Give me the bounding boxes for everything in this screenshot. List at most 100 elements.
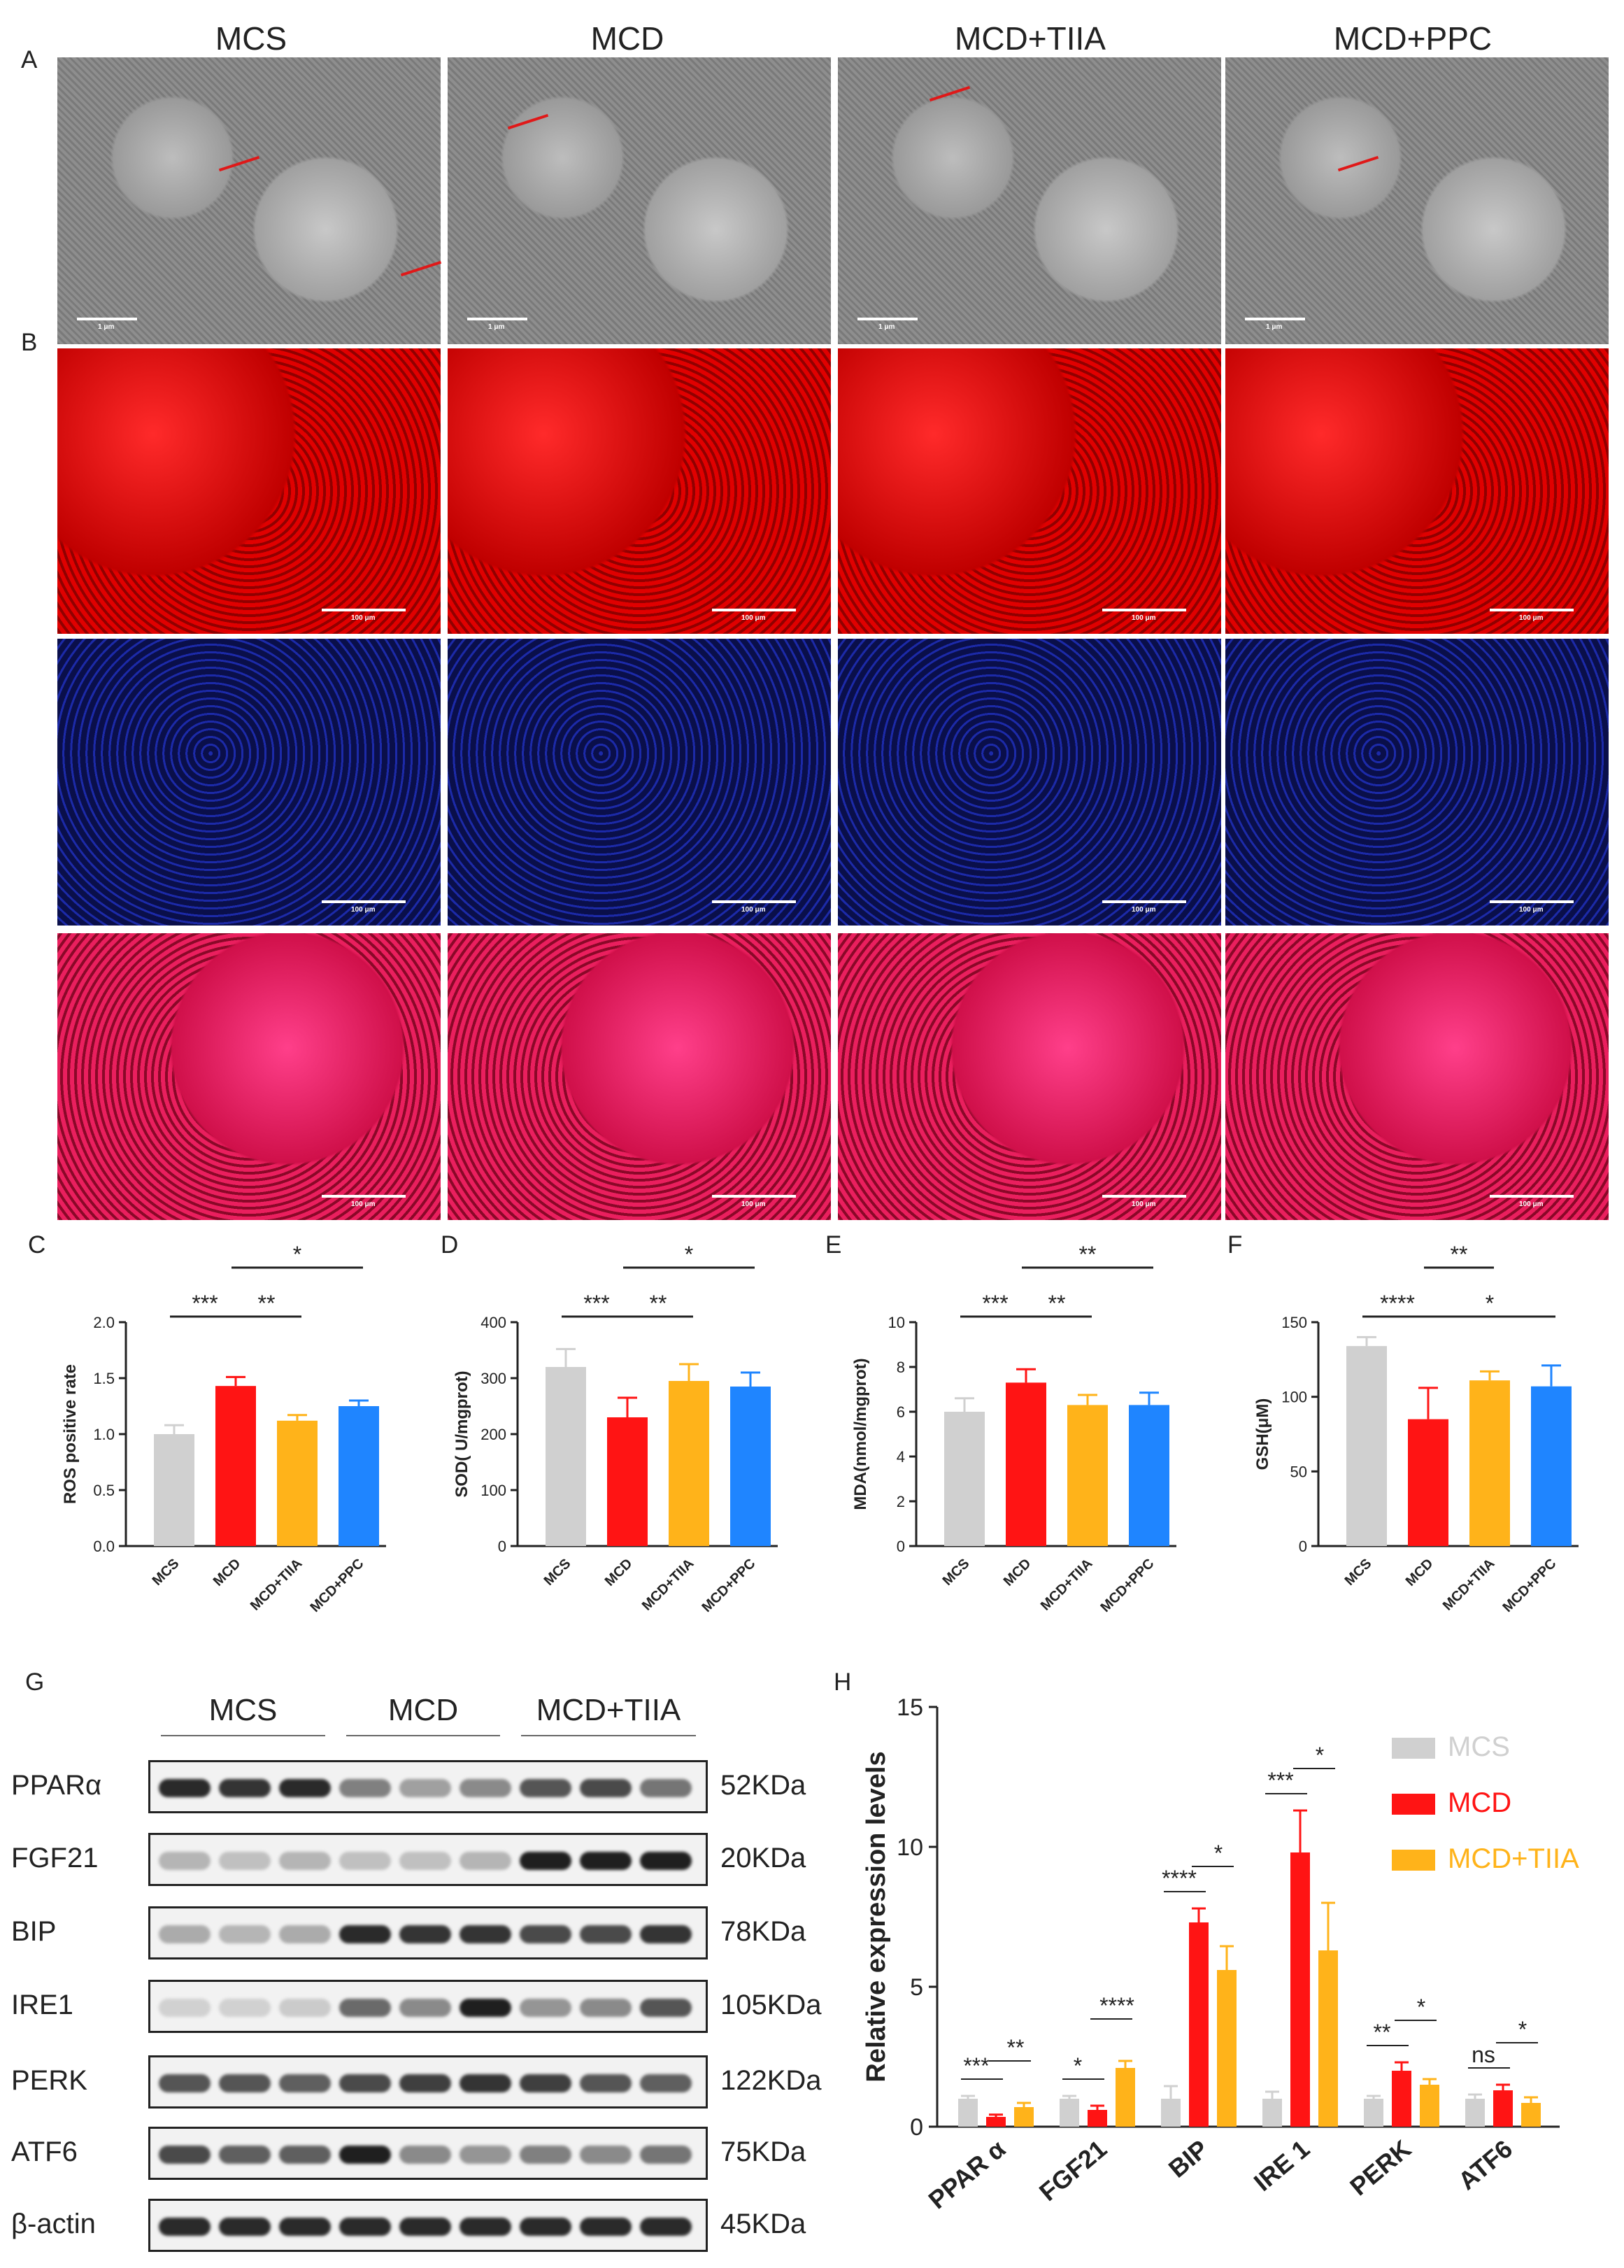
significance-label: ***: [192, 1291, 218, 1316]
scale-bar-label: 100 μm: [351, 614, 376, 622]
y-tick-label: 0: [1299, 1538, 1307, 1555]
y-tick-label: 0: [897, 1538, 905, 1555]
bar: [1346, 1346, 1387, 1546]
significance-label: *: [1214, 1841, 1223, 1866]
western-band: [520, 1852, 571, 1870]
y-axis-label: Relative expression levels: [862, 1751, 891, 2082]
western-band: [399, 2074, 451, 2092]
merge-micrograph-mcd-ppc: 100 μm: [1225, 933, 1609, 1220]
western-band: [460, 2146, 511, 2164]
western-band: [279, 2146, 331, 2164]
scale-bar: [1490, 900, 1574, 903]
western-blot-strip: [148, 1980, 708, 2033]
significance-label: ***: [963, 2053, 989, 2078]
western-band: [219, 1999, 271, 2017]
western-band: [640, 1779, 692, 1797]
panel-letter-d: D: [441, 1231, 459, 1259]
bar: [1060, 2099, 1079, 2127]
western-band: [219, 2074, 271, 2092]
western-group-label: MCD: [387, 1693, 459, 1727]
significance-label: **: [1374, 2020, 1391, 2045]
scale-bar: [1490, 609, 1574, 611]
significance-label: **: [258, 1291, 276, 1316]
western-blot-strip: [148, 2199, 708, 2252]
western-band: [279, 2074, 331, 2092]
bar: [1290, 1852, 1310, 2127]
legend-label: MCD: [1448, 1787, 1511, 1818]
bar: [1531, 1386, 1572, 1546]
western-band: [460, 2074, 511, 2092]
legend-label: MCS: [1448, 1731, 1510, 1762]
western-band: [219, 2218, 271, 2236]
western-band: [279, 1925, 331, 1943]
scale-bar: [467, 318, 527, 320]
western-band: [460, 1925, 511, 1943]
bar: [986, 2117, 1006, 2127]
x-tick-label: MCD+TIIA: [1038, 1556, 1096, 1614]
western-blot-strip: [148, 1760, 708, 1813]
legend-swatch: [1392, 1738, 1435, 1759]
western-band: [339, 2146, 391, 2164]
western-band: [159, 2074, 211, 2092]
scale-bar-label: 100 μm: [741, 906, 766, 914]
x-tick-label: IRE 1: [1248, 2134, 1315, 2197]
scale-bar-label: 100 μm: [741, 1200, 766, 1208]
scale-bar-label: 100 μm: [741, 614, 766, 622]
significance-label: *: [293, 1242, 301, 1267]
western-group-label: MCD+TIIA: [536, 1693, 681, 1727]
x-tick-label: MCD: [602, 1556, 636, 1589]
x-tick-label: MCD+PPC: [1500, 1556, 1559, 1615]
western-blot-strip: [148, 2127, 708, 2180]
panel-letter-c: C: [28, 1231, 46, 1259]
western-protein-label: PPARα: [11, 1770, 102, 1801]
western-band: [460, 2218, 511, 2236]
scale-bar-label: 1 μm: [488, 323, 505, 331]
y-tick-label: 0.5: [93, 1482, 115, 1499]
western-band: [640, 1852, 692, 1870]
x-tick-label: MCD+PPC: [699, 1556, 758, 1615]
legend-swatch: [1392, 1850, 1435, 1871]
scale-bar-label: 1 μm: [98, 323, 115, 331]
significance-label: **: [1007, 2035, 1025, 2060]
significance-label: **: [1048, 1291, 1066, 1316]
bar: [607, 1417, 648, 1546]
x-tick-label: PPAR α: [923, 2134, 1011, 2215]
ros-micrograph-mcd-tiia: 100 μm: [838, 348, 1221, 634]
western-band: [399, 1999, 451, 2017]
western-band: [580, 2218, 632, 2236]
western-band: [159, 2218, 211, 2236]
significance-label: ***: [583, 1291, 609, 1316]
y-tick-label: 0: [498, 1538, 506, 1555]
bar: [1493, 2090, 1513, 2127]
bar: [1129, 1405, 1169, 1546]
scale-bar: [322, 609, 406, 611]
significance-label: *: [685, 1242, 693, 1267]
scale-bar-label: 100 μm: [1132, 906, 1156, 914]
scale-bar-label: 100 μm: [1519, 906, 1544, 914]
bar: [1392, 2071, 1411, 2127]
y-tick-label: 10: [888, 1314, 905, 1331]
western-protein-label: FGF21: [11, 1843, 99, 1873]
western-band: [399, 1852, 451, 1870]
western-band: [520, 2218, 571, 2236]
bar: [958, 2099, 978, 2127]
scale-bar: [322, 900, 406, 903]
merge-micrograph-mcd: 100 μm: [448, 933, 831, 1220]
y-tick-label: 5: [910, 1974, 923, 2001]
bar: [1469, 1380, 1510, 1546]
western-kda-label: 75KDa: [720, 2136, 806, 2167]
y-axis-label: SOD( U/mgprot): [453, 1370, 471, 1497]
column-header-mcd-tiia: MCD+TIIA: [955, 20, 1106, 57]
bar: [546, 1367, 586, 1546]
scale-bar-label: 100 μm: [1519, 614, 1544, 622]
western-band: [640, 1925, 692, 1943]
bar: [1014, 2107, 1034, 2127]
x-tick-label: MCD+TIIA: [639, 1556, 697, 1614]
x-tick-label: PERK: [1344, 2134, 1416, 2202]
x-tick-label: MCD+TIIA: [248, 1556, 306, 1614]
western-protein-label: PERK: [11, 2065, 87, 2096]
western-band: [640, 2146, 692, 2164]
y-tick-label: 4: [897, 1448, 905, 1466]
scale-bar-label: 1 μm: [878, 323, 895, 331]
